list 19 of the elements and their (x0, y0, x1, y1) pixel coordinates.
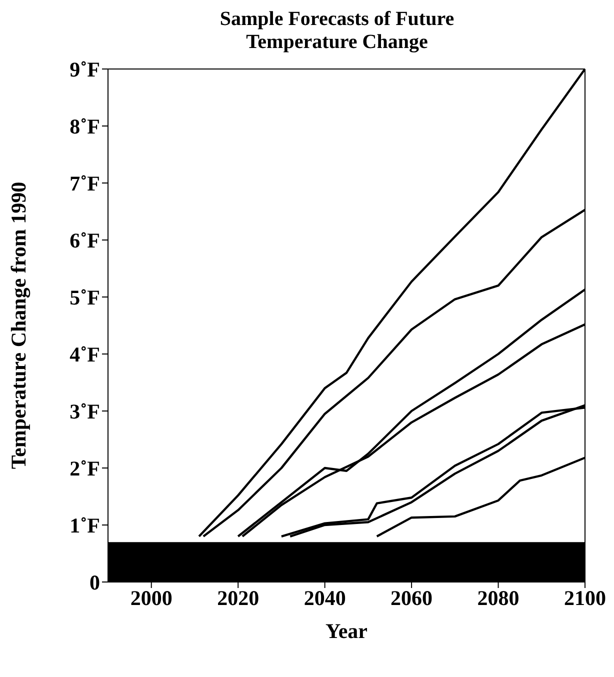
x-tick-label: 2100 (564, 586, 606, 610)
x-axis-title: Year (326, 619, 368, 643)
y-tick-label: 0 (90, 570, 100, 594)
x-tick-label: 2000 (130, 586, 172, 610)
y-tick-label: 2˚F (70, 456, 100, 480)
y-tick-label: 4˚F (70, 342, 100, 366)
y-tick-label: 9˚F (70, 57, 100, 82)
x-tick-label: 2020 (217, 586, 260, 610)
y-tick-label: 3˚F (70, 399, 100, 424)
y-tick-label: 6˚F (70, 228, 100, 252)
chart-title: Sample Forecasts of Future Temperature Change (218, 8, 456, 54)
y-tick-label: 8˚F (70, 114, 100, 138)
y-tick-label: 5˚F (70, 285, 100, 310)
y-tick-label: 7˚F (70, 171, 100, 196)
x-tick-label: 2040 (304, 586, 346, 610)
y-tick-label: 1˚F (70, 513, 100, 538)
x-tick-label: 2060 (390, 586, 433, 610)
x-tick-label: 2080 (477, 586, 520, 610)
y-axis-title: Temperature Change from 1990 (6, 182, 30, 470)
